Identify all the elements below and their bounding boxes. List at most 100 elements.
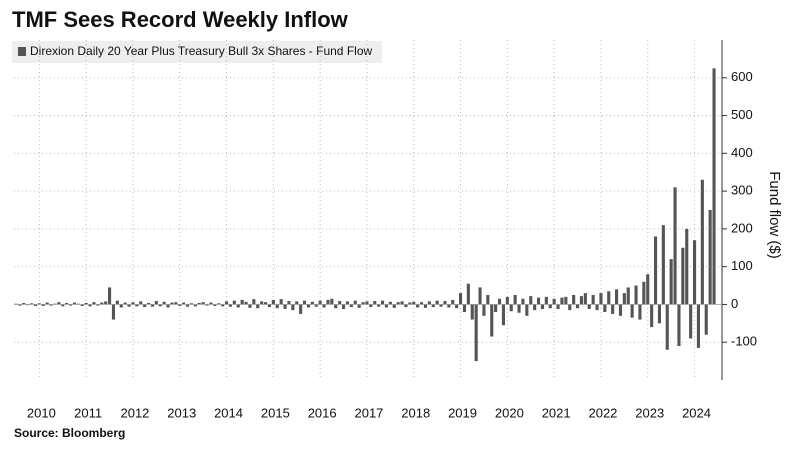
bar (185, 304, 190, 307)
bar (412, 301, 416, 305)
bar (271, 299, 275, 305)
bar (380, 300, 385, 305)
bar (700, 179, 704, 305)
bar (189, 303, 194, 305)
bar (299, 304, 303, 314)
y-tick-label: 100 (731, 258, 753, 273)
bar (92, 302, 96, 305)
bar (68, 304, 73, 306)
bar (182, 302, 186, 305)
bar (131, 302, 135, 305)
bar (76, 303, 80, 305)
bar (154, 301, 158, 305)
bar (365, 301, 369, 305)
bar (302, 300, 307, 305)
bar (677, 304, 681, 346)
y-tick-label: 0 (731, 296, 738, 311)
bar (369, 304, 373, 308)
bar (665, 304, 669, 350)
x-tick-label: 2019 (448, 405, 477, 420)
bar (84, 302, 88, 305)
bar (400, 301, 404, 305)
bar (240, 299, 244, 305)
x-tick-label: 2022 (588, 405, 617, 420)
bar (497, 298, 502, 305)
bar (439, 304, 443, 307)
bar (310, 301, 314, 305)
chart-title: TMF Sees Record Weekly Inflow (12, 7, 349, 32)
bar (501, 304, 506, 326)
bar (657, 304, 662, 324)
bar (392, 304, 396, 308)
bar (178, 304, 182, 306)
bar (26, 304, 30, 306)
bar (72, 302, 77, 305)
bar (618, 304, 623, 316)
bar (638, 304, 642, 320)
bar (115, 300, 119, 305)
bar (201, 302, 205, 305)
bar (61, 304, 65, 307)
bar (150, 304, 155, 307)
bar (696, 304, 701, 348)
bar (431, 304, 435, 308)
bar (334, 304, 338, 309)
bar (572, 295, 576, 305)
bar (96, 304, 100, 306)
x-tick-label: 2018 (401, 405, 430, 420)
y-axis-label: Fund flow ($) (766, 171, 783, 259)
legend-label: Direxion Daily 20 Year Plus Treasury Bul… (30, 44, 372, 58)
bar (521, 298, 525, 305)
bar (80, 304, 84, 306)
bar (45, 302, 49, 305)
bar (338, 301, 342, 305)
bar (443, 301, 447, 305)
bar (396, 302, 400, 305)
bar (626, 287, 630, 305)
bar (275, 304, 279, 309)
x-tick-label: 2013 (167, 405, 196, 420)
bar (260, 301, 264, 305)
bar (451, 299, 455, 305)
bar (540, 304, 545, 309)
bar (544, 296, 548, 305)
bar (314, 304, 318, 307)
bar (14, 303, 18, 305)
bar (377, 304, 381, 307)
bar (435, 300, 439, 305)
x-tick-label: 2023 (635, 405, 664, 420)
bar (427, 301, 431, 305)
bar (143, 304, 147, 308)
bar (224, 301, 229, 305)
bar (458, 293, 463, 305)
bar (139, 301, 143, 305)
bar (318, 300, 322, 305)
bar (661, 225, 665, 305)
bar (591, 295, 595, 305)
bar (107, 287, 112, 305)
bar (127, 304, 131, 307)
bar (486, 295, 490, 305)
bar (466, 283, 470, 305)
x-tick-label: 2021 (542, 405, 571, 420)
bar (607, 291, 611, 305)
bar (252, 299, 256, 305)
bar (505, 296, 509, 305)
bar (53, 303, 57, 305)
bar (482, 304, 486, 316)
bar (611, 304, 615, 314)
bar (704, 304, 708, 335)
bar (708, 210, 712, 305)
bar (193, 304, 197, 307)
bar (100, 302, 104, 305)
y-tick-label: 400 (731, 145, 753, 160)
bar (287, 301, 291, 305)
bar (244, 301, 248, 305)
bar (65, 302, 69, 305)
bar (135, 304, 139, 307)
bar (267, 304, 272, 308)
bar (474, 304, 478, 362)
bar (669, 259, 673, 305)
bar (170, 302, 174, 305)
